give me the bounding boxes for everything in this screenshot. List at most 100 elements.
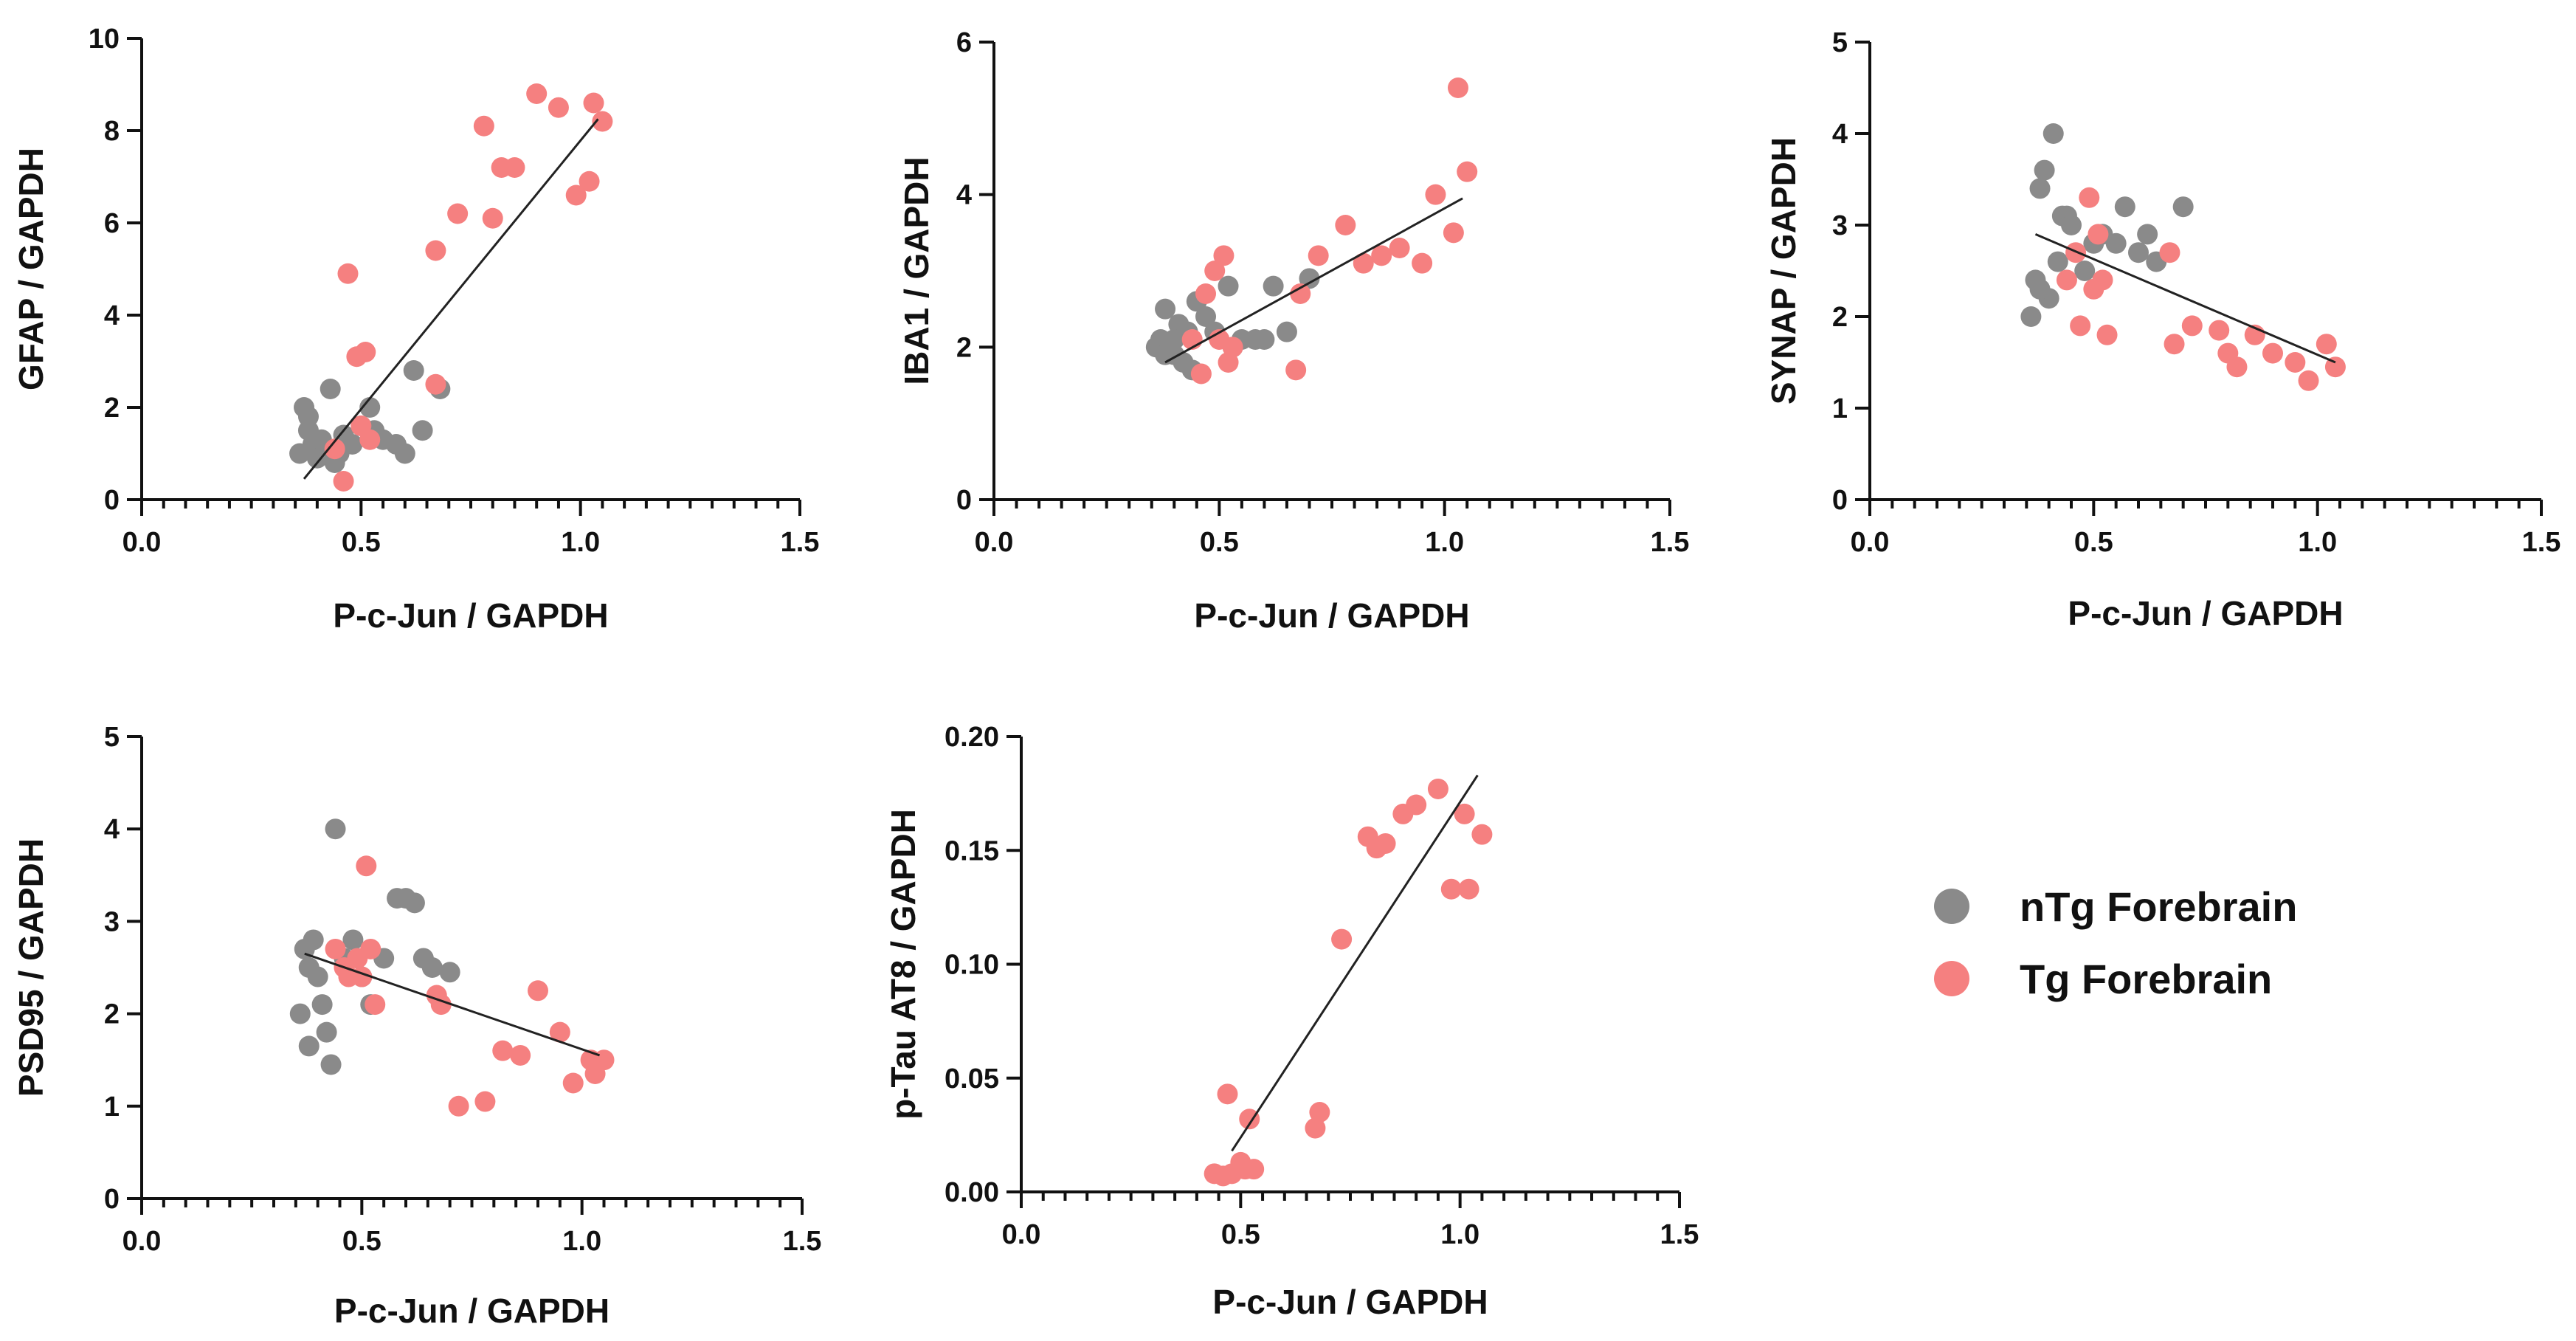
data-point-tg <box>1406 794 1427 816</box>
y-axis-label: PSD95 / GAPDH <box>12 838 50 1097</box>
data-point-tg <box>2164 334 2185 355</box>
data-point-ntg <box>2034 159 2055 181</box>
chart-synap: 0.0 0.5 1.0 1.5 0 1 2 3 4 5 P-c-Jun / GAPDH SYNAP /… <box>1764 27 2561 632</box>
data-point-ntg <box>311 994 333 1016</box>
data-point-ntg <box>320 1054 342 1075</box>
x-tick-label: 1.5 <box>2522 527 2561 558</box>
regression-line <box>1164 197 1463 364</box>
data-point-ntg <box>2061 215 2082 235</box>
x-tick-label: 1.5 <box>783 1226 822 1257</box>
data-point-tg <box>2092 269 2113 291</box>
data-point-tg <box>1285 359 1307 381</box>
data-point-tg <box>2159 242 2180 263</box>
x-tick-label: 0.5 <box>1200 527 1239 558</box>
data-point-tg <box>325 938 346 959</box>
y-tick-label: 0 <box>956 485 972 516</box>
data-point-ntg <box>297 420 319 441</box>
data-point-ntg <box>2029 178 2051 199</box>
legend-label: Tg Forebrain <box>2020 956 2272 1002</box>
x-tick-label: 1.5 <box>781 527 820 558</box>
data-point-tg <box>2056 269 2077 291</box>
data-point-tg <box>356 855 377 877</box>
data-point-tg <box>583 92 604 114</box>
data-point-tg <box>1427 778 1448 799</box>
y-tick-label: 0 <box>1832 485 1848 516</box>
data-point-ntg <box>403 360 424 381</box>
data-point-tg <box>360 938 381 959</box>
data-point-ntg <box>303 929 324 951</box>
data-point-tg <box>1425 184 1446 205</box>
data-point-tg <box>333 471 354 492</box>
x-tick-label: 0.0 <box>975 527 1014 558</box>
legend: nTg Forebrain Tg Forebrain <box>1934 883 2297 1002</box>
data-point-tg <box>1204 261 1226 281</box>
y-tick-label: 4 <box>104 814 120 845</box>
y-tick-label: 3 <box>104 906 120 937</box>
data-point-ntg <box>2114 196 2135 218</box>
chart-ptau: 0.0 0.5 1.0 1.5 0.00 0.05 0.10 0.15 0.20 P-c-Jun … <box>884 722 1699 1321</box>
data-point-ntg <box>439 962 460 983</box>
data-point-tg <box>1222 337 1243 358</box>
data-point-ntg <box>2020 306 2042 327</box>
data-point-tg <box>1243 1159 1265 1180</box>
data-point-tg <box>565 185 587 206</box>
data-point-tg <box>1217 1083 1238 1105</box>
x-tick-label: 0.5 <box>342 527 381 558</box>
data-point-tg <box>2070 315 2091 337</box>
data-point-tg <box>2262 342 2283 364</box>
data-point-tg <box>355 342 376 362</box>
data-point-tg <box>1457 161 1478 182</box>
data-point-tg <box>526 83 548 104</box>
y-tick-label: 10 <box>89 24 120 55</box>
data-point-ntg <box>1263 275 1284 297</box>
x-axis-label: P-c-Jun / GAPDH <box>2068 594 2343 632</box>
y-tick-label: 5 <box>104 722 120 753</box>
data-point-tg <box>1195 283 1217 304</box>
data-point-ntg <box>2172 196 2194 218</box>
data-point-tg <box>1290 283 1311 304</box>
data-point-tg <box>482 207 503 229</box>
x-tick-label: 1.5 <box>1651 527 1690 558</box>
x-axis-label: P-c-Jun / GAPDH <box>334 1292 610 1330</box>
data-point-tg <box>2316 334 2337 355</box>
data-point-tg <box>2088 224 2109 245</box>
data-point-tg <box>1309 1102 1330 1123</box>
x-tick-label: 1.0 <box>561 527 600 558</box>
x-tick-label: 0.0 <box>1002 1219 1041 1250</box>
data-point-tg <box>1412 252 1433 274</box>
y-tick-label: 4 <box>956 180 972 211</box>
x-tick-label: 0.5 <box>342 1226 381 1257</box>
data-point-tg <box>425 240 446 261</box>
data-point-tg <box>425 373 446 395</box>
data-point-tg <box>474 1091 496 1112</box>
x-axis-label: P-c-Jun / GAPDH <box>333 596 608 635</box>
data-point-tg <box>1305 1117 1326 1139</box>
data-point-tg <box>504 157 525 178</box>
y-tick-label: 6 <box>956 27 972 58</box>
data-point-tg <box>2079 187 2100 208</box>
y-tick-label: 0.15 <box>945 835 999 866</box>
x-tick-label: 0.0 <box>122 1226 162 1257</box>
data-point-ntg <box>325 818 346 840</box>
y-tick-label: 1 <box>1832 393 1848 424</box>
data-point-tg <box>2298 370 2319 391</box>
y-tick-label: 4 <box>104 300 120 331</box>
data-point-ntg <box>2137 224 2158 245</box>
data-point-ntg <box>2043 123 2064 144</box>
y-tick-label: 3 <box>1832 210 1848 241</box>
data-point-tg <box>1458 878 1479 900</box>
y-axis-label: p-Tau AT8 / GAPDH <box>884 809 922 1120</box>
y-axis-label: SYNAP / GAPDH <box>1764 137 1803 404</box>
data-point-ntg <box>2128 242 2149 263</box>
y-tick-label: 8 <box>104 116 120 147</box>
legend-marker <box>1934 889 1969 924</box>
data-point-tg <box>1353 252 1374 274</box>
data-point-tg <box>1447 77 1468 98</box>
data-point-tg <box>473 115 494 137</box>
data-point-tg <box>337 263 359 284</box>
data-point-ntg <box>1299 268 1320 289</box>
data-point-tg <box>1190 363 1212 385</box>
regression-line <box>304 952 601 1057</box>
data-point-ntg <box>2074 261 2096 281</box>
